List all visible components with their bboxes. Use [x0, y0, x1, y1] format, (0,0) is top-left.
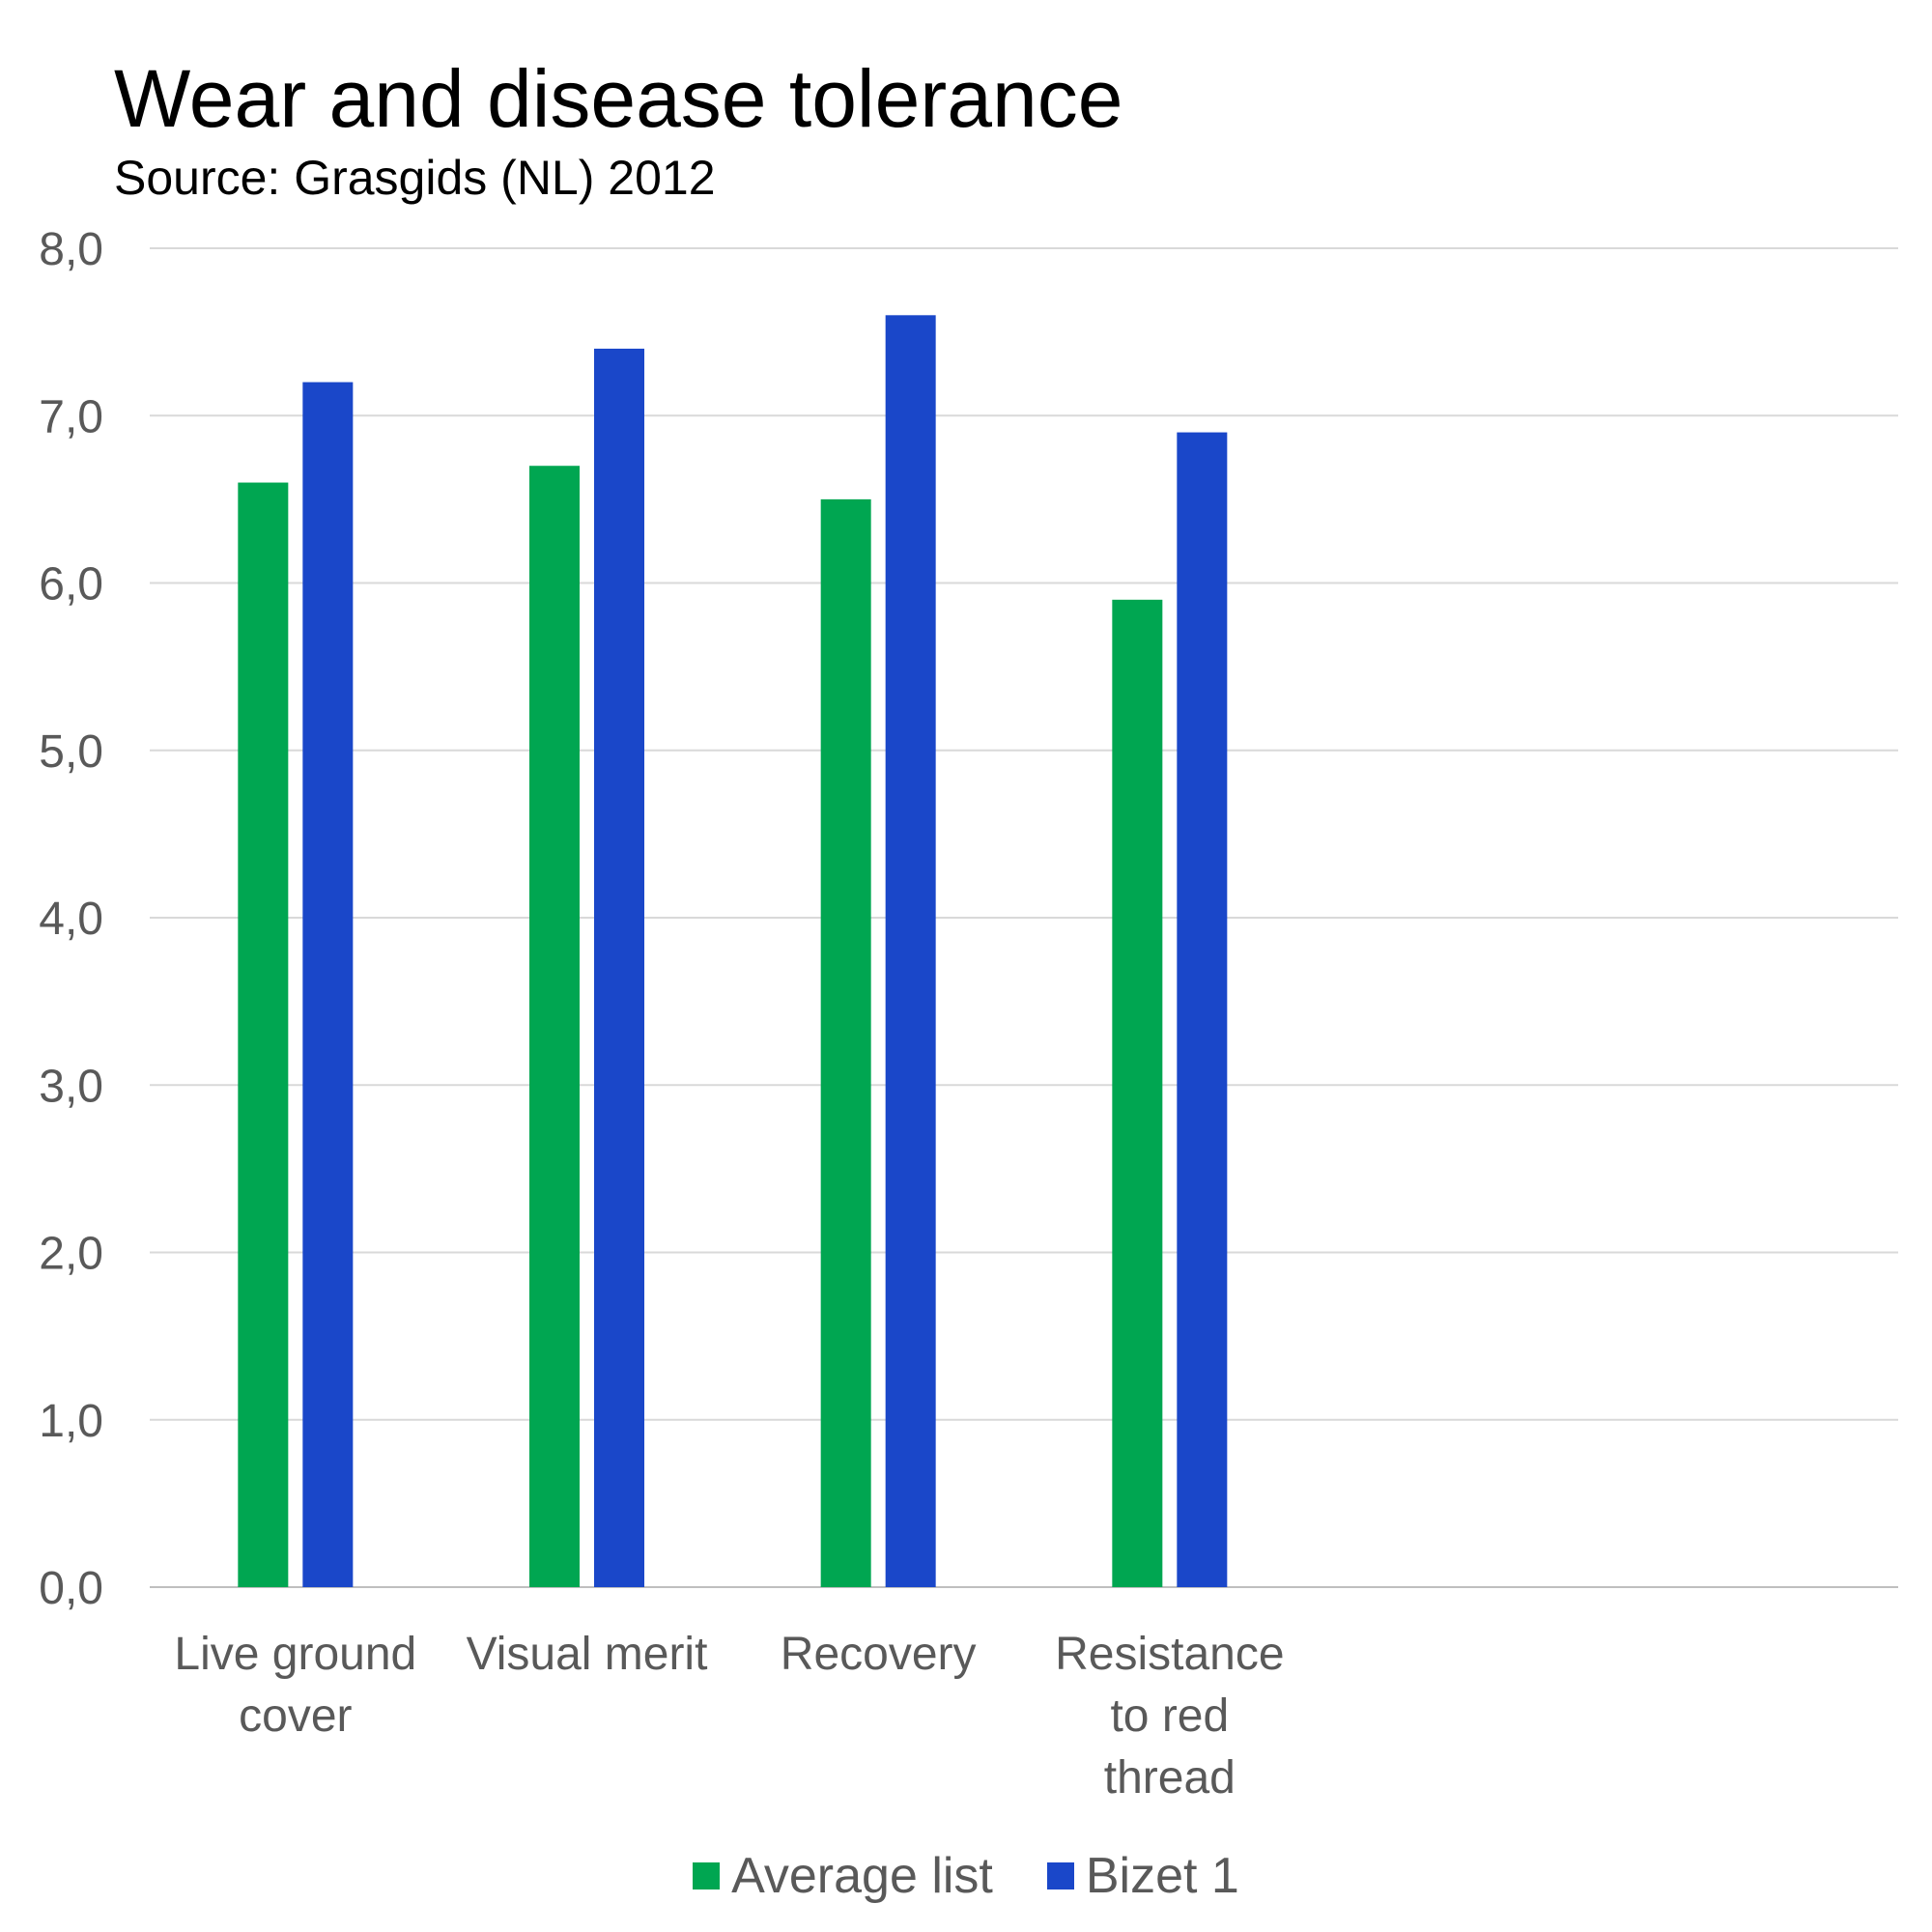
gridlines [150, 247, 1898, 1588]
x-tick-label: Live ground cover [174, 1629, 416, 1742]
y-tick-label: 1,0 [39, 1396, 103, 1447]
legend-label-bizet-1: Bizet 1 [1085, 1848, 1239, 1904]
legend-swatch-bizet-1 [1046, 1862, 1074, 1889]
chart-title: Wear and disease tolerance [114, 53, 1123, 144]
bars [238, 315, 1228, 1588]
bar [1112, 599, 1163, 1587]
y-tick-label: 4,0 [39, 894, 103, 945]
legend-swatch-average-list [693, 1862, 721, 1889]
x-tick-label: Recovery [781, 1629, 977, 1680]
legend-item-bizet-1: Bizet 1 [1046, 1847, 1239, 1905]
x-tick-label: Visual merit [467, 1629, 708, 1680]
bar [529, 466, 580, 1588]
bar [1177, 432, 1228, 1588]
legend-item-average-list: Average list [693, 1847, 993, 1905]
y-tick-label: 2,0 [39, 1229, 103, 1280]
x-tick-label: Resistance to red thread [1055, 1629, 1284, 1804]
x-axis-category-labels: Live ground cover Visual merit Recovery Resi… [174, 1629, 1284, 1804]
y-tick-label: 0,0 [39, 1563, 103, 1614]
y-tick-label: 6,0 [39, 559, 103, 611]
chart-subtitle: Source: Grasgids (NL) 2012 [114, 151, 716, 205]
bar [885, 315, 936, 1587]
y-tick-label: 5,0 [39, 726, 103, 778]
bar [302, 382, 354, 1588]
bar [594, 348, 644, 1588]
bar [238, 482, 289, 1587]
legend-label-average-list: Average list [731, 1848, 993, 1904]
legend: Average list Bizet 1 [0, 1847, 1932, 1905]
y-tick-label: 8,0 [39, 224, 103, 275]
y-axis-tick-labels: 0,0 1,0 2,0 3,0 4,0 5,0 6,0 7,0 8,0 [39, 224, 103, 1614]
bar [820, 498, 871, 1587]
y-tick-label: 7,0 [39, 391, 103, 442]
y-tick-label: 3,0 [39, 1061, 103, 1112]
